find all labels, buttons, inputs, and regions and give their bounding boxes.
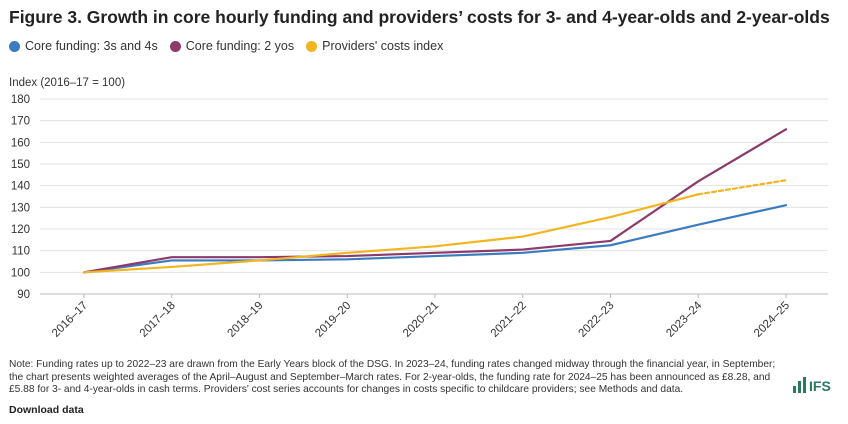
x-tick-label: 2021–22 <box>489 300 529 340</box>
legend-item-providers-costs[interactable]: Providers' costs index <box>306 39 443 53</box>
chart-note: Note: Funding rates up to 2022–23 are dr… <box>9 359 776 396</box>
x-tick-label: 2022–23 <box>576 300 616 340</box>
x-tick-label: 2016–17 <box>50 300 90 340</box>
y-tick-label: 140 <box>11 181 30 193</box>
x-tick-label: 2017–18 <box>138 300 178 340</box>
y-tick-label: 120 <box>11 224 30 236</box>
y-tick-label: 100 <box>11 267 30 279</box>
y-tick-label: 160 <box>11 137 30 149</box>
series-line-2 <box>82 193 700 274</box>
x-tick-label: 2023–24 <box>664 299 705 340</box>
legend: Core funding: 3s and 4s Core funding: 2 … <box>9 39 443 53</box>
y-tick-label: 130 <box>11 202 30 214</box>
legend-item-core-funding-3s-4s[interactable]: Core funding: 3s and 4s <box>9 39 158 53</box>
x-tick-label: 2019–20 <box>313 300 353 340</box>
x-tick-label: 2018–19 <box>225 300 265 340</box>
legend-label: Core funding: 3s and 4s <box>25 39 158 53</box>
y-tick-label: 110 <box>12 246 30 258</box>
download-data-link[interactable]: Download data <box>9 404 84 416</box>
legend-item-core-funding-2yos[interactable]: Core funding: 2 yos <box>169 39 295 53</box>
series-line-dashed-2 <box>697 179 788 196</box>
y-tick-label: 170 <box>11 116 30 128</box>
y-axis-title: Index (2016–17 = 100) <box>9 77 126 89</box>
series-line-0 <box>82 204 788 274</box>
logo-bars-icon <box>793 377 806 393</box>
legend-swatch-blue <box>9 40 20 52</box>
ifs-logo: IFS <box>793 377 831 393</box>
y-tick-label: 90 <box>17 289 30 301</box>
legend-swatch-yellow <box>306 40 318 52</box>
y-tick-label: 150 <box>11 159 30 171</box>
x-tick-label: 2024–25 <box>752 300 792 340</box>
legend-label: Providers' costs index <box>322 39 444 53</box>
x-tick-label: 2020–21 <box>401 300 441 340</box>
legend-label: Core funding: 2 yos <box>185 39 295 53</box>
chart-title: Figure 3. Growth in core hourly funding … <box>9 7 830 27</box>
legend-swatch-purple <box>169 40 181 52</box>
y-tick-label: 180 <box>11 94 30 106</box>
logo-text: IFS <box>809 378 831 394</box>
